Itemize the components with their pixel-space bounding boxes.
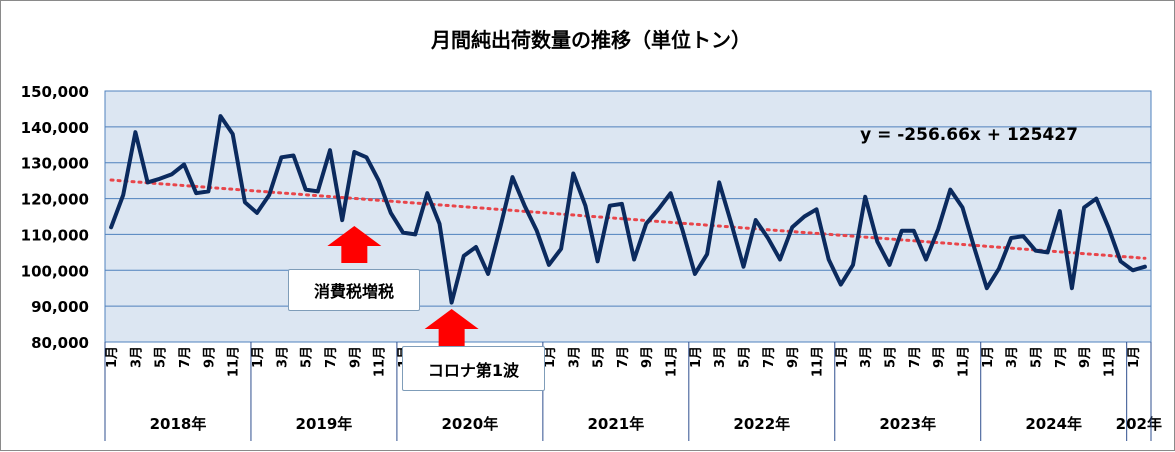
y-tick-label: 90,000 xyxy=(31,298,89,316)
month-tick-label: 7月 xyxy=(762,346,777,368)
y-tick-label: 140,000 xyxy=(21,119,89,137)
y-tick-label: 120,000 xyxy=(21,191,89,209)
month-tick-label: 5月 xyxy=(1029,346,1044,368)
month-tick-label: 7月 xyxy=(616,346,631,368)
month-tick-label: 11月 xyxy=(811,346,826,377)
month-tick-label: 11月 xyxy=(956,346,971,377)
month-tick-label: 5月 xyxy=(300,346,315,368)
x-axis: 2018年 1月 3月 5月 7月 9月 11月 2019年 1月 3月 5月 7月 9月 11月 2020… xyxy=(105,342,1162,441)
month-tick-label: 11月 xyxy=(373,346,388,377)
trendline-equation: y = -256.66x + 125427 xyxy=(860,125,1078,145)
month-tick-label: 5月 xyxy=(884,346,899,368)
chart-title: 月間純出荷数量の推移（単位トン） xyxy=(430,28,751,52)
month-tick-label: 3月 xyxy=(129,346,144,368)
month-tick-label: 3月 xyxy=(567,346,582,368)
month-tick-label: 7月 xyxy=(178,346,193,368)
month-tick-label: 7月 xyxy=(1054,346,1069,368)
month-tick-label: 11月 xyxy=(665,346,680,377)
month-tick-label: 5月 xyxy=(738,346,753,368)
year-label: 2019年 xyxy=(296,415,353,433)
year-label: 2024年 xyxy=(1025,415,1082,433)
year-label: 2020年 xyxy=(442,415,499,433)
y-tick-label: 150,000 xyxy=(21,83,89,101)
year-label: 2022年 xyxy=(733,415,790,433)
year-label: 202年 xyxy=(1116,415,1162,433)
y-tick-label: 100,000 xyxy=(21,262,89,280)
month-tick-label: 7月 xyxy=(324,346,339,368)
year-label: 2021年 xyxy=(587,415,644,433)
month-tick-label: 1月 xyxy=(981,346,996,368)
month-tick-label: 3月 xyxy=(1005,346,1020,368)
month-tick-label: 11月 xyxy=(227,346,242,377)
month-tick-label: 9月 xyxy=(786,346,801,368)
month-tick-label: 9月 xyxy=(202,346,217,368)
month-tick-label: 5月 xyxy=(154,346,169,368)
month-tick-label: 11月 xyxy=(1102,346,1117,377)
month-tick-label: 9月 xyxy=(932,346,947,368)
year-label: 2023年 xyxy=(879,415,936,433)
y-tick-label: 80,000 xyxy=(31,334,89,352)
month-tick-label: 1月 xyxy=(543,346,558,368)
month-tick-label: 3月 xyxy=(859,346,874,368)
month-tick-label: 3月 xyxy=(713,346,728,368)
annotation-corona-wave: コロナ第1波 xyxy=(402,346,545,391)
y-axis-ticks: 80,000 90,000 100,000 110,000 120,000 130,000… xyxy=(21,83,89,352)
month-tick-label: 3月 xyxy=(275,346,290,368)
month-tick-label: 7月 xyxy=(908,346,923,368)
month-tick-label: 1月 xyxy=(251,346,266,368)
month-tick-label: 1月 xyxy=(105,346,120,368)
annotation-consumption-tax: 消費税増税 xyxy=(288,269,420,311)
month-tick-label: 1月 xyxy=(835,346,850,368)
month-tick-label: 1月 xyxy=(689,346,704,368)
y-tick-label: 130,000 xyxy=(21,155,89,173)
month-tick-label: 9月 xyxy=(1078,346,1093,368)
y-tick-label: 110,000 xyxy=(21,226,89,244)
month-tick-label: 1月 xyxy=(1127,346,1142,368)
month-tick-label: 9月 xyxy=(640,346,655,368)
month-tick-label: 5月 xyxy=(592,346,607,368)
month-tick-label: 9月 xyxy=(348,346,363,368)
year-label: 2018年 xyxy=(150,415,207,433)
